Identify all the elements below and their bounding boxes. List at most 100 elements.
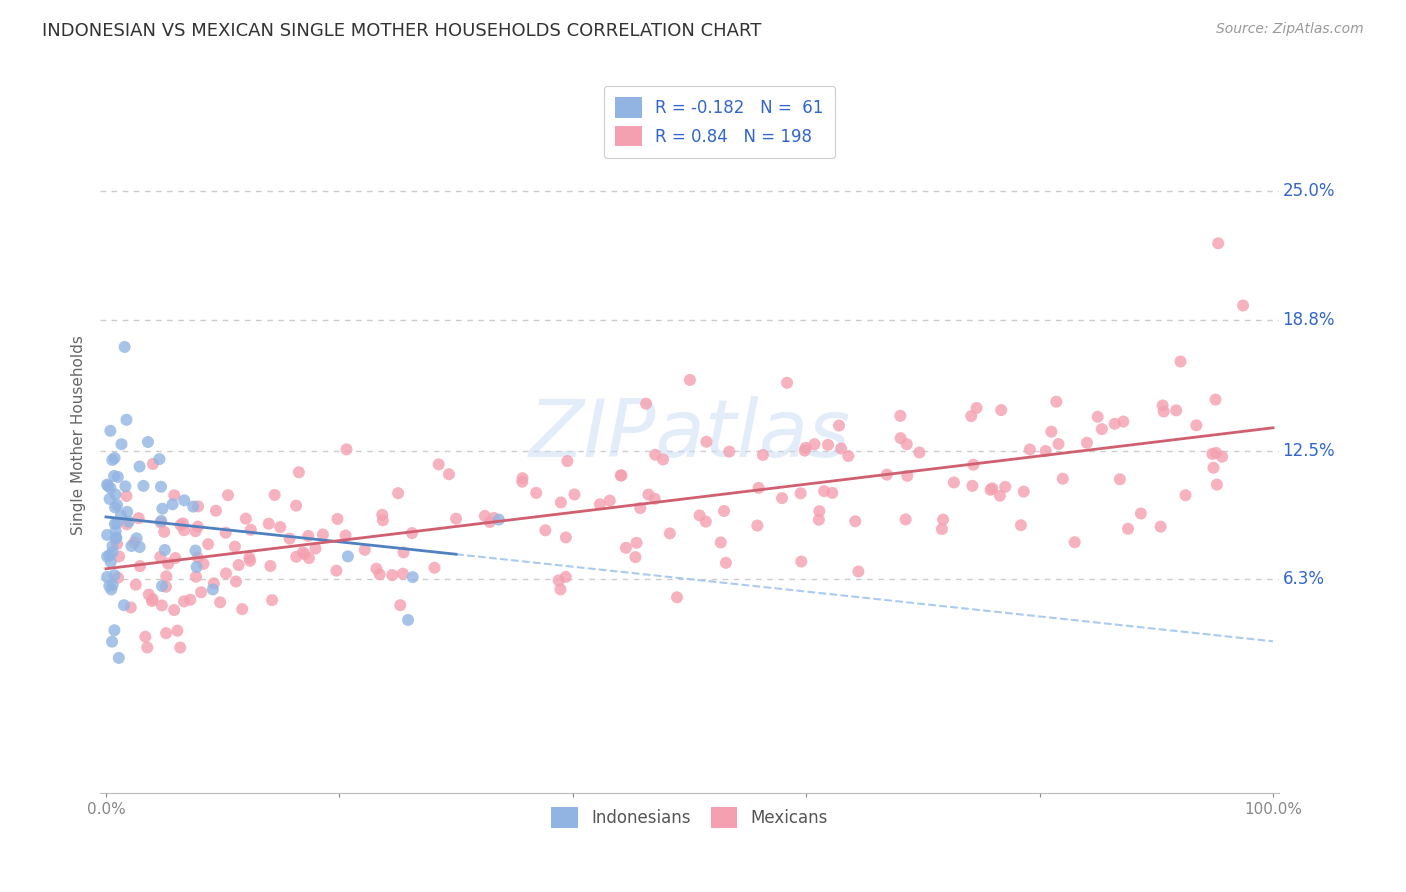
Point bbox=[807, 513, 830, 527]
Point bbox=[163, 488, 186, 502]
Point bbox=[115, 413, 138, 427]
Point bbox=[209, 595, 232, 609]
Point bbox=[150, 514, 173, 528]
Point bbox=[790, 555, 813, 569]
Text: 25.0%: 25.0% bbox=[1282, 183, 1334, 201]
Point bbox=[101, 453, 124, 467]
Point bbox=[550, 495, 572, 509]
Point bbox=[1170, 354, 1192, 368]
Point bbox=[115, 489, 138, 503]
Point bbox=[637, 487, 659, 501]
Point bbox=[512, 471, 534, 485]
Point bbox=[988, 489, 1011, 503]
Point bbox=[231, 602, 253, 616]
Point bbox=[304, 541, 326, 556]
Point bbox=[288, 465, 311, 479]
Point bbox=[239, 554, 262, 568]
Point bbox=[101, 545, 124, 559]
Point bbox=[197, 537, 219, 551]
Point bbox=[392, 566, 415, 581]
Point bbox=[136, 640, 159, 655]
Point bbox=[150, 579, 173, 593]
Point bbox=[1035, 444, 1057, 458]
Point bbox=[614, 541, 637, 555]
Point bbox=[401, 526, 423, 541]
Point bbox=[181, 500, 204, 514]
Point bbox=[98, 549, 121, 563]
Point bbox=[1052, 472, 1074, 486]
Point bbox=[387, 486, 409, 500]
Point bbox=[554, 530, 576, 544]
Point bbox=[326, 512, 349, 526]
Point bbox=[837, 449, 859, 463]
Text: INDONESIAN VS MEXICAN SINGLE MOTHER HOUSEHOLDS CORRELATION CHART: INDONESIAN VS MEXICAN SINGLE MOTHER HOUS… bbox=[42, 22, 762, 40]
Point bbox=[610, 468, 633, 483]
Point bbox=[134, 630, 156, 644]
Point bbox=[285, 549, 308, 564]
Point bbox=[108, 651, 131, 665]
Point bbox=[239, 523, 262, 537]
Point bbox=[644, 448, 666, 462]
Point bbox=[1174, 488, 1197, 502]
Legend: Indonesians, Mexicans: Indonesians, Mexicans bbox=[544, 801, 835, 834]
Point bbox=[713, 504, 735, 518]
Point bbox=[115, 505, 138, 519]
Point bbox=[714, 556, 737, 570]
Point bbox=[776, 376, 799, 390]
Point bbox=[186, 560, 208, 574]
Point bbox=[215, 525, 238, 540]
Point bbox=[257, 516, 280, 531]
Point bbox=[169, 518, 191, 533]
Point bbox=[238, 550, 260, 565]
Point bbox=[1206, 236, 1229, 251]
Point bbox=[125, 577, 148, 591]
Point bbox=[122, 535, 145, 549]
Point bbox=[665, 591, 688, 605]
Point bbox=[294, 547, 316, 561]
Point bbox=[114, 479, 136, 493]
Point bbox=[152, 501, 174, 516]
Point bbox=[981, 482, 1004, 496]
Point bbox=[263, 488, 285, 502]
Point bbox=[118, 515, 141, 529]
Point bbox=[104, 524, 127, 539]
Point bbox=[1112, 415, 1135, 429]
Point bbox=[217, 488, 239, 502]
Point bbox=[98, 424, 121, 438]
Point bbox=[142, 592, 165, 607]
Point bbox=[848, 565, 870, 579]
Point bbox=[1091, 422, 1114, 436]
Point bbox=[1040, 425, 1063, 439]
Point bbox=[510, 475, 533, 489]
Point bbox=[402, 570, 425, 584]
Point bbox=[353, 542, 375, 557]
Point bbox=[96, 477, 118, 491]
Point bbox=[105, 537, 128, 551]
Point bbox=[297, 529, 319, 543]
Point bbox=[110, 508, 132, 523]
Point bbox=[120, 600, 142, 615]
Point bbox=[960, 409, 983, 423]
Point bbox=[1201, 447, 1223, 461]
Text: 12.5%: 12.5% bbox=[1282, 442, 1336, 459]
Point bbox=[215, 566, 238, 581]
Point bbox=[962, 458, 984, 472]
Point bbox=[96, 570, 118, 584]
Point bbox=[128, 511, 150, 525]
Text: 6.3%: 6.3% bbox=[1282, 570, 1324, 588]
Point bbox=[104, 532, 127, 546]
Point bbox=[1010, 518, 1032, 533]
Point bbox=[128, 459, 150, 474]
Point bbox=[942, 475, 965, 490]
Point bbox=[1012, 484, 1035, 499]
Point bbox=[747, 518, 769, 533]
Point bbox=[994, 480, 1017, 494]
Point bbox=[427, 458, 450, 472]
Point bbox=[644, 491, 666, 506]
Point bbox=[1104, 417, 1126, 431]
Point bbox=[1205, 392, 1227, 407]
Point bbox=[224, 540, 246, 554]
Point bbox=[626, 536, 648, 550]
Point bbox=[1149, 519, 1171, 533]
Point bbox=[173, 493, 195, 508]
